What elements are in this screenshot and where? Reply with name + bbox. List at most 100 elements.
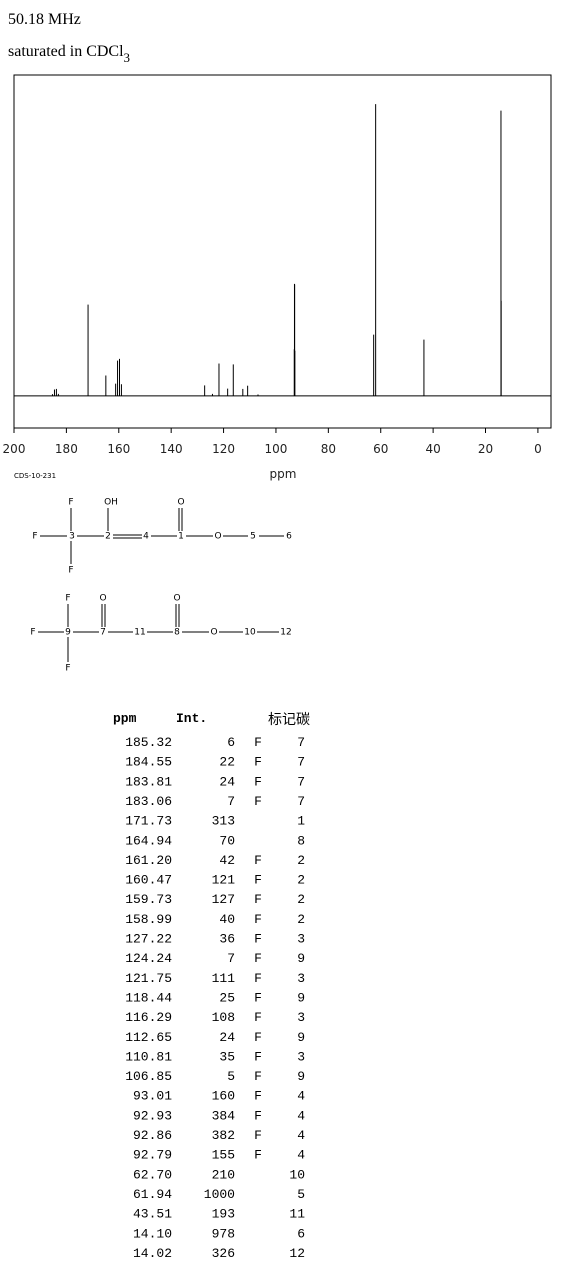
solvent-subscript: 3	[124, 50, 131, 65]
x-tick-label: 160	[107, 442, 130, 456]
ppm-cell: 112.65	[125, 1030, 172, 1045]
carbon-cell: 3	[297, 971, 305, 986]
atom: 7	[100, 628, 106, 638]
carbon-cell: 3	[297, 1049, 305, 1064]
ppm-cell: 183.81	[125, 774, 172, 789]
x-tick-label: 100	[264, 442, 287, 456]
ppm-cell: 183.06	[125, 794, 172, 809]
ppm-cell: 184.55	[125, 755, 172, 770]
ppm-cell: 14.10	[133, 1226, 172, 1241]
x-axis-label: ppm	[270, 467, 297, 481]
carbon-cell: 10	[289, 1167, 305, 1182]
atom: 6	[286, 532, 292, 542]
ppm-cell: 127.22	[125, 932, 172, 947]
ppm-cell: 93.01	[133, 1089, 172, 1104]
int-cell: 384	[212, 1108, 236, 1123]
int-cell: 313	[212, 814, 235, 829]
ppm-cell: 61.94	[133, 1187, 172, 1202]
int-cell: 978	[212, 1226, 235, 1241]
x-tick-label: 40	[425, 442, 440, 456]
atom: F	[68, 566, 73, 576]
carbon-cell: 4	[297, 1089, 305, 1104]
carbon-cell: 9	[297, 1030, 305, 1045]
structure-2: F O O F 9 7 11 8 O 10 12 F	[30, 594, 291, 674]
ppm-cell: 160.47	[125, 873, 172, 888]
carbon-cell: 2	[297, 873, 305, 888]
atom: 3	[69, 532, 75, 542]
table-header: Int.	[176, 711, 207, 726]
carbon-cell: 4	[297, 1148, 305, 1163]
x-tick-label: 60	[373, 442, 388, 456]
flag-cell: F	[254, 794, 262, 809]
int-cell: 42	[219, 853, 235, 868]
flag-cell: F	[254, 932, 262, 947]
ppm-cell: 62.70	[133, 1167, 172, 1182]
flag-cell: F	[254, 1089, 262, 1104]
table-header: ppm	[113, 711, 137, 726]
ppm-cell: 121.75	[125, 971, 172, 986]
int-cell: 25	[219, 990, 235, 1005]
int-cell: 36	[219, 932, 235, 947]
atom: 12	[280, 628, 291, 638]
atom: O	[210, 628, 217, 638]
ppm-cell: 92.93	[133, 1108, 172, 1123]
carbon-cell: 9	[297, 951, 305, 966]
carbon-cell: 4	[297, 1108, 305, 1123]
flag-cell: F	[254, 912, 262, 927]
ppm-cell: 158.99	[125, 912, 172, 927]
ppm-cell: 159.73	[125, 892, 172, 907]
spectrum: 200 180 160 140 120 100 80 60 40 20 0	[3, 104, 551, 456]
atom: F	[65, 594, 70, 604]
atom: O	[177, 498, 184, 508]
atom: 5	[250, 532, 256, 542]
x-tick-label: 120	[212, 442, 235, 456]
carbon-cell: 2	[297, 912, 305, 927]
atom: O	[214, 532, 221, 542]
flag-cell: F	[254, 873, 262, 888]
atom: 10	[244, 628, 256, 638]
ppm-cell: 14.02	[133, 1246, 172, 1261]
structure-1: F OH O F 3 2 4 1 O 5 6 F	[32, 498, 292, 576]
carbon-cell: 6	[297, 1226, 305, 1241]
ppm-cell: 161.20	[125, 853, 172, 868]
carbon-cell: 2	[297, 853, 305, 868]
ppm-cell: 116.29	[125, 1010, 172, 1025]
int-cell: 155	[212, 1148, 235, 1163]
int-cell: 5	[227, 1069, 235, 1084]
flag-cell: F	[254, 1069, 262, 1084]
int-cell: 160	[212, 1089, 235, 1104]
x-tick-label: 200	[3, 442, 26, 456]
x-tick-label: 0	[534, 442, 542, 456]
carbon-cell: 7	[297, 794, 305, 809]
ppm-cell: 92.79	[133, 1148, 172, 1163]
atom: O	[99, 594, 106, 604]
atom: 2	[105, 532, 111, 542]
flag-cell: F	[254, 755, 262, 770]
flag-cell: F	[254, 892, 262, 907]
flag-cell: F	[254, 990, 262, 1005]
atom: OH	[104, 498, 118, 508]
flag-cell: F	[254, 735, 262, 750]
ppm-cell: 92.86	[133, 1128, 172, 1143]
flag-cell: F	[254, 1030, 262, 1045]
int-cell: 210	[212, 1167, 235, 1182]
solvent-text: saturated in CDCl	[8, 43, 124, 60]
atom: 11	[134, 628, 145, 638]
flag-cell: F	[254, 1128, 262, 1143]
int-cell: 6	[227, 735, 235, 750]
carbon-cell: 9	[297, 1069, 305, 1084]
flag-cell: F	[254, 774, 262, 789]
table-header: 标记碳	[268, 712, 310, 728]
plot-frame	[13, 74, 552, 429]
ppm-cell: 124.24	[125, 951, 172, 966]
atom: 8	[174, 628, 180, 638]
flag-cell: F	[254, 1108, 262, 1123]
int-cell: 1000	[204, 1187, 235, 1202]
int-cell: 7	[227, 794, 235, 809]
atom: F	[30, 628, 35, 638]
atom: F	[65, 664, 70, 674]
int-cell: 35	[219, 1049, 235, 1064]
int-cell: 40	[219, 912, 235, 927]
carbon-cell: 4	[297, 1128, 305, 1143]
